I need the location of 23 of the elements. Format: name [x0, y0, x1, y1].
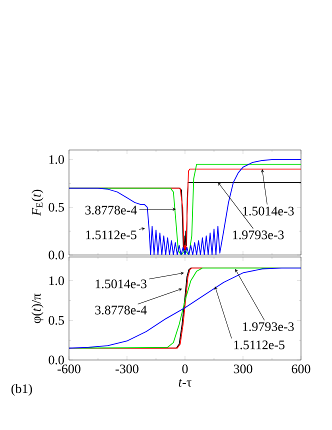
- annotation: 1.9793e-3: [233, 230, 284, 240]
- y-tick-label: 0.0: [48, 250, 64, 260]
- x-tick-label: 600: [292, 364, 310, 374]
- annotation: 3.8778e-4: [85, 206, 137, 215]
- annotation: 3.8778e-4: [95, 306, 147, 314]
- annotation: 1.5112e-5: [86, 230, 136, 240]
- y-tick-label: 0.5: [48, 316, 64, 325]
- y-tick-label: 0.5: [48, 202, 64, 212]
- annotation: 1.5014e-3: [96, 280, 146, 288]
- x-axis-title: t-τ: [178, 379, 192, 387]
- y-axis-title: φ(t)/π: [32, 294, 44, 324]
- annotation: 1.5014e-3: [243, 206, 294, 216]
- y-axis-title: F$_{E}$(t): [32, 190, 44, 216]
- x-tick-label: 300: [234, 364, 252, 374]
- annotation: 1.9793e-3: [243, 322, 294, 332]
- y-tick-label: 0.0: [48, 356, 64, 364]
- x-tick-label: -600: [58, 364, 80, 374]
- y-tick-label: 1.0: [49, 276, 64, 286]
- x-tick-label: 0: [182, 364, 188, 374]
- x-tick-label: -300: [116, 364, 138, 374]
- text: (b1): [11, 384, 32, 396]
- y-tick-label: 1.0: [49, 155, 64, 164]
- annotation: 1.5112e-5: [234, 340, 284, 350]
